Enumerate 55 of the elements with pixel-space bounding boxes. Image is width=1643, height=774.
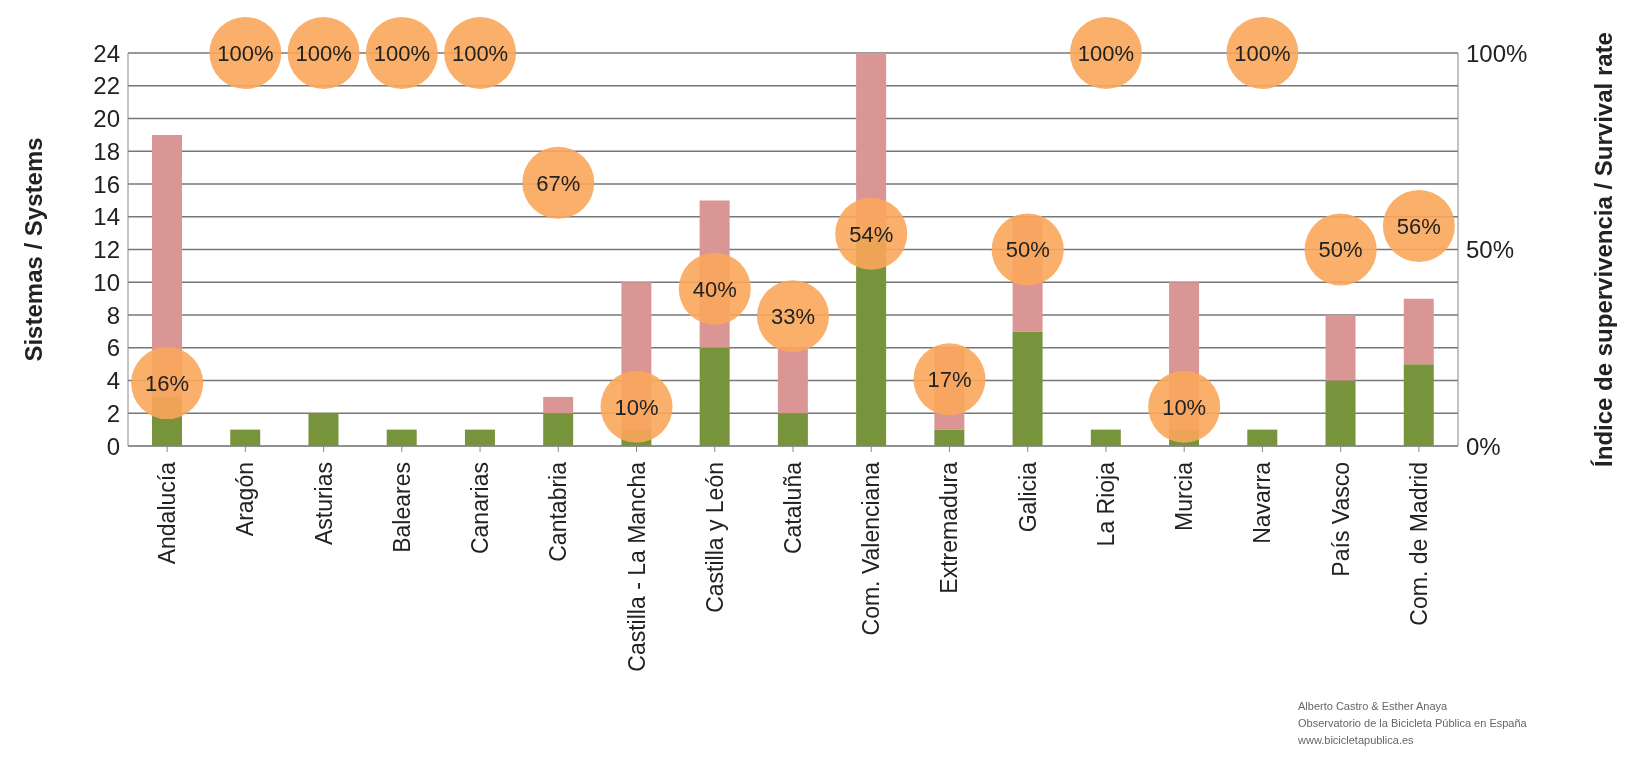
y-tick-label: 12 [93, 236, 120, 264]
y-axis-title: Sistemas / Systems [19, 137, 47, 362]
data-label: 100% [295, 40, 352, 66]
data-label: 100% [373, 40, 430, 66]
data-label: 40% [692, 276, 737, 302]
x-tick-label: Baleares [388, 462, 415, 553]
y-tick-label: 20 [93, 105, 120, 133]
x-tick-label: Com. de Madrid [1405, 462, 1432, 626]
x-tick-label: La Rioja [1092, 461, 1119, 547]
x-tick-label: Extremadura [936, 461, 963, 594]
x-tick-label: Canarias [467, 462, 494, 555]
text: Alberto Castro & Esther Anaya [1298, 699, 1449, 714]
x-tick-label: Castilla y León [701, 462, 728, 613]
y-tick-label: 8 [106, 301, 120, 329]
data-label: 54% [849, 221, 894, 247]
text: www.bicicletapublica.es [1298, 733, 1415, 748]
x-tick-label: Castilla - La Mancha [623, 461, 650, 672]
y-tick-label: 14 [93, 203, 120, 231]
data-label: 50% [1005, 237, 1050, 263]
data-label: 56% [1396, 213, 1441, 239]
y-tick-label: 4 [106, 367, 120, 395]
y2-tick-label: 0% [1466, 432, 1501, 460]
x-tick-label: Asturias [310, 462, 337, 546]
x-tick-label: Aragón [232, 462, 259, 537]
x-tick-label: Cataluña [780, 461, 806, 555]
data-label: 50% [1318, 237, 1363, 263]
y-tick-label: 2 [106, 399, 120, 427]
y-tick-label: 18 [93, 137, 120, 165]
data-label: 10% [1162, 394, 1207, 420]
y-tick-label: 16 [93, 170, 120, 198]
data-label: 100% [1234, 40, 1291, 66]
x-tick-label: Cantabria [545, 461, 572, 562]
x-tick-label: Com. Valenciana [858, 461, 885, 636]
text: Observatorio de la Bicicleta Pública en España [1298, 716, 1527, 731]
data-label: 100% [217, 40, 274, 66]
data-label: 16% [145, 370, 190, 396]
x-tick-label: Andalucía [154, 461, 181, 565]
x-tick-label: Galicia [1014, 461, 1041, 533]
data-label: 100% [1077, 40, 1135, 66]
y-tick-label: 6 [106, 334, 120, 362]
y2-tick-label: 100% [1466, 39, 1528, 67]
data-label: 17% [927, 367, 972, 392]
y-tick-label: 0 [106, 432, 120, 460]
data-label: 10% [614, 394, 659, 420]
x-tick-label: País Vasco [1327, 462, 1354, 577]
data-label: 100% [451, 40, 509, 66]
y2-axis-title: Índice de supervivencia / Survival rate [1589, 32, 1617, 467]
y-tick-label: 10 [93, 268, 120, 296]
x-tick-label: Murcia [1171, 461, 1198, 532]
data-label: 67% [536, 170, 581, 196]
data-label: 33% [770, 304, 816, 330]
y-tick-label: 24 [93, 39, 120, 67]
y-tick-label: 22 [93, 72, 120, 100]
x-tick-label: Navarra [1249, 461, 1276, 544]
y2-tick-label: 50% [1466, 236, 1515, 264]
